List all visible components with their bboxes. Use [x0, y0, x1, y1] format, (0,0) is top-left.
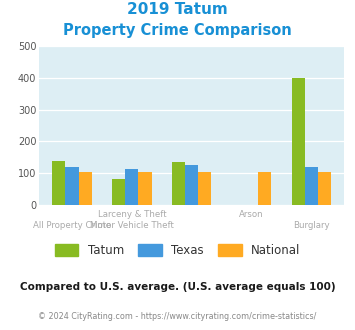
Text: Larceny & Theft: Larceny & Theft	[98, 210, 166, 218]
Bar	[65, 167, 78, 205]
Bar	[305, 167, 318, 205]
Bar	[185, 165, 198, 205]
Text: Arson: Arson	[239, 210, 264, 218]
Bar	[172, 162, 185, 205]
Text: © 2024 CityRating.com - https://www.cityrating.com/crime-statistics/: © 2024 CityRating.com - https://www.city…	[38, 312, 317, 321]
Bar	[292, 78, 305, 205]
Bar	[112, 179, 125, 205]
Legend: Tatum, Texas, National: Tatum, Texas, National	[55, 244, 300, 257]
Bar	[78, 172, 92, 205]
Bar	[258, 172, 271, 205]
Text: Property Crime Comparison: Property Crime Comparison	[63, 23, 292, 38]
Text: All Property Crime: All Property Crime	[33, 221, 111, 230]
Bar	[52, 161, 65, 205]
Text: 2019 Tatum: 2019 Tatum	[127, 2, 228, 16]
Text: Burglary: Burglary	[293, 221, 330, 230]
Bar	[318, 172, 331, 205]
Text: Compared to U.S. average. (U.S. average equals 100): Compared to U.S. average. (U.S. average …	[20, 282, 335, 292]
Text: Motor Vehicle Theft: Motor Vehicle Theft	[90, 221, 174, 230]
Bar	[138, 172, 152, 205]
Bar	[198, 172, 212, 205]
Bar	[125, 169, 138, 205]
